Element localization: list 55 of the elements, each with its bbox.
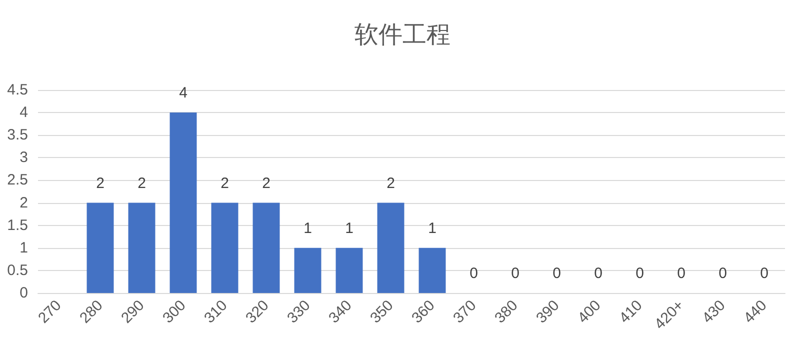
- x-tick-label: 370: [450, 296, 480, 327]
- data-label: 0: [677, 265, 686, 282]
- data-label: 2: [138, 174, 146, 192]
- x-tick-label: 340: [326, 296, 356, 327]
- x-tick-label: 410: [616, 296, 646, 327]
- data-label: 0: [760, 265, 768, 282]
- y-tick-label: 1: [20, 239, 28, 256]
- y-tick-label: 2: [20, 194, 28, 212]
- x-tick-label: 400: [574, 296, 604, 327]
- x-tick-label: 350: [367, 296, 397, 327]
- bar: [336, 248, 363, 293]
- data-label: 2: [386, 174, 395, 192]
- bar: [252, 202, 280, 293]
- data-label: 0: [594, 265, 602, 282]
- x-tick-label: 360: [408, 296, 438, 327]
- x-tick-label: 430: [699, 296, 729, 327]
- data-label: 0: [552, 265, 561, 282]
- x-tick-label: 310: [201, 296, 231, 327]
- data-label: 0: [636, 265, 644, 282]
- x-tick-label: 380: [492, 296, 522, 327]
- y-tick-label: 3.5: [7, 126, 28, 144]
- y-tick-label: 4: [20, 104, 28, 122]
- y-tick-label: 1.5: [7, 216, 28, 234]
- data-label: 1: [428, 220, 436, 237]
- y-tick-label: 4.5: [7, 82, 28, 98]
- data-label: 2: [220, 174, 229, 192]
- bar: [211, 202, 238, 293]
- bar: [418, 248, 446, 293]
- data-label: 1: [304, 220, 312, 237]
- chart-title: 软件工程: [354, 22, 450, 48]
- bar: [170, 112, 197, 293]
- data-label: 0: [511, 265, 520, 282]
- bar: [377, 202, 404, 293]
- x-tick-label: 330: [284, 296, 314, 327]
- bar: [86, 202, 114, 293]
- x-tick-label: 300: [160, 296, 190, 327]
- y-tick-label: 0: [20, 284, 28, 302]
- y-tick-label: 0.5: [7, 262, 28, 279]
- data-label: 2: [96, 174, 104, 192]
- x-tick-label: 320: [242, 296, 272, 327]
- x-tick-label: 290: [118, 296, 148, 327]
- y-tick-label: 3: [20, 149, 28, 166]
- data-label: 4: [179, 84, 188, 102]
- x-tick-label: 440: [740, 296, 770, 327]
- bar: [294, 248, 322, 293]
- bar: [128, 202, 156, 293]
- y-tick-label: 2.5: [7, 172, 28, 189]
- data-label: 0: [470, 265, 478, 282]
- x-tick-label: 280: [76, 296, 106, 327]
- x-tick-label: 390: [533, 296, 563, 327]
- data-label: 0: [718, 265, 727, 282]
- x-tick-label: 270: [35, 296, 65, 327]
- x-tick-label: 420+: [651, 296, 688, 333]
- data-label: 2: [262, 174, 270, 192]
- data-label: 1: [345, 220, 354, 237]
